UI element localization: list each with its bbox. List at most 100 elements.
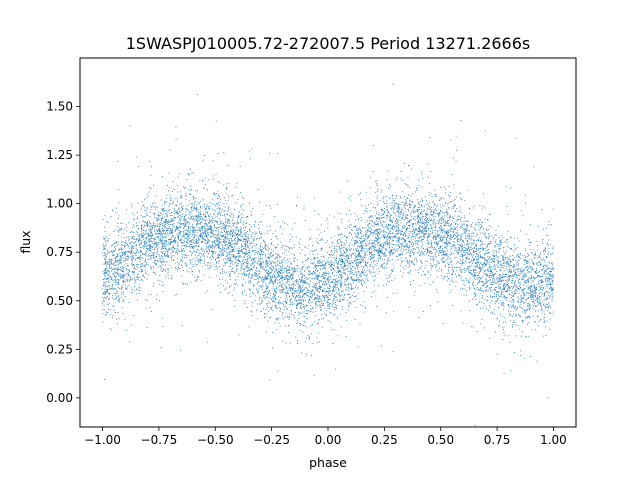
data-point bbox=[432, 258, 434, 260]
data-point bbox=[232, 213, 234, 215]
data-point bbox=[196, 207, 197, 209]
data-point bbox=[434, 203, 436, 205]
data-point bbox=[347, 274, 348, 276]
data-point bbox=[460, 244, 462, 246]
data-point bbox=[257, 188, 259, 190]
data-point bbox=[503, 247, 505, 248]
data-point bbox=[254, 299, 256, 301]
data-point bbox=[425, 212, 427, 214]
data-point bbox=[467, 268, 469, 270]
data-point bbox=[238, 253, 239, 254]
data-point bbox=[416, 216, 418, 218]
data-point bbox=[540, 287, 542, 289]
data-point bbox=[139, 258, 140, 260]
data-point bbox=[493, 276, 495, 277]
data-point bbox=[379, 257, 380, 259]
data-point bbox=[201, 220, 203, 222]
data-point bbox=[277, 318, 279, 320]
data-point bbox=[488, 234, 490, 236]
data-point bbox=[380, 265, 382, 267]
data-point bbox=[166, 219, 167, 221]
data-point bbox=[113, 254, 114, 256]
data-point bbox=[171, 267, 173, 268]
data-point bbox=[466, 258, 468, 260]
data-point bbox=[245, 262, 247, 264]
data-point bbox=[302, 274, 304, 276]
data-point bbox=[472, 232, 474, 234]
data-point bbox=[270, 268, 272, 270]
data-point bbox=[393, 236, 395, 238]
data-point bbox=[284, 316, 286, 318]
data-point bbox=[316, 270, 318, 272]
data-point bbox=[247, 240, 248, 242]
data-point bbox=[427, 203, 428, 205]
data-point bbox=[278, 303, 280, 305]
data-point bbox=[365, 253, 367, 255]
data-point bbox=[508, 274, 510, 276]
data-point bbox=[427, 248, 429, 250]
data-point bbox=[388, 252, 390, 254]
data-point bbox=[277, 257, 278, 259]
data-point bbox=[425, 231, 427, 233]
data-point bbox=[376, 198, 378, 200]
data-point bbox=[489, 279, 491, 281]
data-point bbox=[124, 296, 126, 298]
data-point bbox=[190, 168, 191, 170]
data-point bbox=[437, 276, 439, 278]
data-point bbox=[448, 207, 450, 208]
data-point bbox=[105, 271, 107, 273]
data-point bbox=[508, 288, 510, 289]
data-point bbox=[288, 276, 290, 278]
data-point bbox=[409, 199, 411, 201]
data-point bbox=[305, 299, 307, 301]
data-point bbox=[243, 232, 245, 234]
data-point bbox=[190, 185, 192, 187]
data-point bbox=[337, 268, 339, 270]
data-point bbox=[200, 207, 201, 209]
data-point bbox=[211, 231, 213, 233]
data-point bbox=[300, 290, 301, 292]
data-point bbox=[472, 299, 473, 301]
data-point bbox=[137, 257, 139, 259]
data-point bbox=[201, 242, 203, 244]
data-point bbox=[167, 238, 169, 240]
data-point bbox=[343, 294, 345, 296]
data-point bbox=[240, 192, 242, 194]
data-point bbox=[483, 284, 485, 286]
data-point bbox=[188, 231, 190, 233]
data-point bbox=[385, 236, 387, 238]
data-point bbox=[259, 299, 260, 301]
data-point bbox=[365, 278, 367, 279]
data-point bbox=[130, 278, 132, 280]
data-point bbox=[255, 257, 257, 259]
data-point bbox=[374, 275, 376, 277]
data-point bbox=[360, 256, 362, 258]
data-point bbox=[483, 232, 485, 234]
data-point bbox=[552, 208, 554, 210]
data-point bbox=[351, 261, 353, 263]
data-point bbox=[274, 258, 276, 260]
data-point bbox=[315, 290, 317, 292]
data-point bbox=[225, 287, 227, 289]
data-point bbox=[544, 261, 546, 263]
data-point bbox=[545, 278, 547, 280]
data-point bbox=[114, 271, 116, 273]
data-point bbox=[524, 282, 526, 284]
data-point bbox=[448, 232, 450, 234]
data-point bbox=[207, 341, 209, 343]
data-point bbox=[386, 237, 388, 239]
data-point bbox=[151, 251, 153, 253]
data-point bbox=[381, 265, 383, 267]
data-point bbox=[106, 254, 108, 256]
data-point bbox=[356, 265, 358, 266]
data-point bbox=[280, 280, 282, 282]
data-point bbox=[548, 281, 550, 283]
data-point bbox=[302, 312, 304, 314]
data-point bbox=[449, 237, 451, 239]
data-point bbox=[386, 267, 388, 269]
data-point bbox=[179, 210, 181, 212]
data-point bbox=[260, 265, 262, 267]
data-point bbox=[192, 237, 194, 239]
data-point bbox=[357, 261, 359, 263]
data-point bbox=[147, 294, 149, 296]
